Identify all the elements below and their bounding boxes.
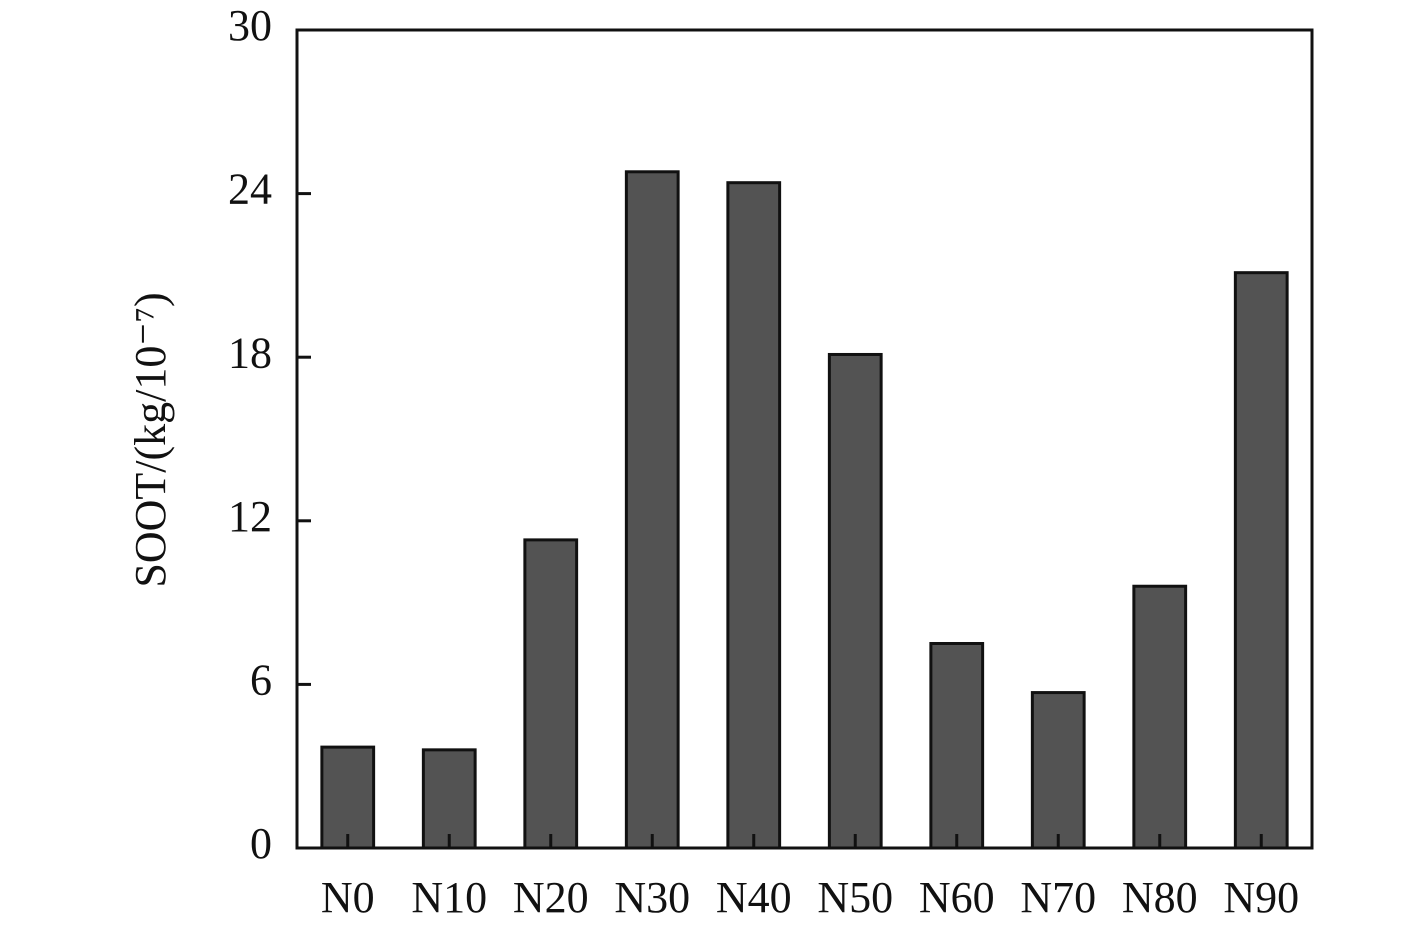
x-tick-label: N60 (919, 873, 995, 922)
bar (1030, 691, 1086, 850)
x-tick-label: N40 (716, 873, 792, 922)
y-tick-label: 12 (228, 492, 272, 541)
plot-frame (295, 28, 1314, 850)
bar (320, 745, 376, 850)
bar (523, 538, 579, 850)
bar (929, 642, 985, 850)
y-axis-label: SOOT/(kg/10⁻⁷) (126, 292, 175, 587)
bar (1233, 271, 1289, 850)
y-tick-label: 0 (250, 819, 272, 868)
x-tick-label: N0 (321, 873, 375, 922)
x-tick-label: N30 (614, 873, 690, 922)
x-tick-label: N70 (1020, 873, 1096, 922)
y-tick-label: 30 (228, 1, 272, 50)
bar (1132, 584, 1188, 850)
bar (421, 748, 477, 850)
bar (624, 170, 680, 850)
y-tick-label: 24 (228, 165, 272, 214)
x-tick-label: N10 (411, 873, 487, 922)
y-tick-label: 18 (228, 328, 272, 377)
x-tick-label: N90 (1223, 873, 1299, 922)
x-tick-label: N20 (513, 873, 589, 922)
y-tick-label: 6 (250, 655, 272, 704)
x-tick-label: N50 (817, 873, 893, 922)
bar (827, 352, 883, 850)
bar (726, 181, 782, 850)
x-tick-label: N80 (1122, 873, 1198, 922)
